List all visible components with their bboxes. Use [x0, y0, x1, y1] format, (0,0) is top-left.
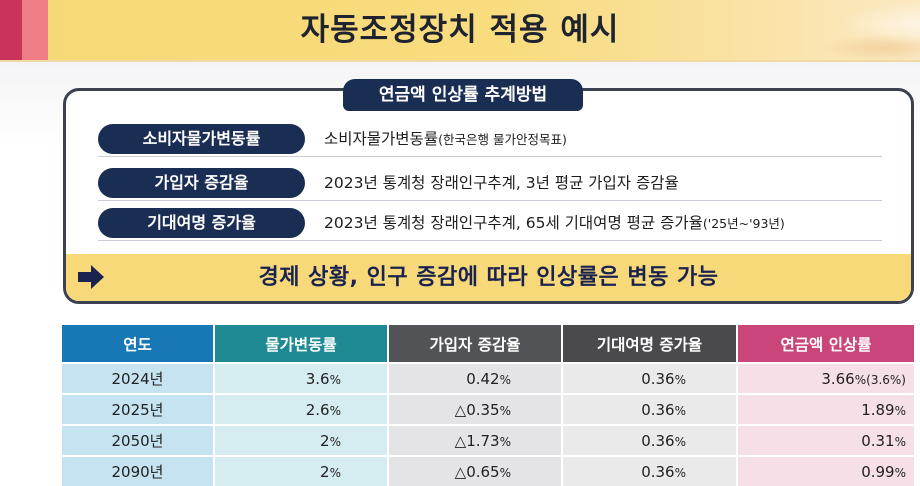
table-row: 2050년 2% △1.73% 0.36% 0.31% — [62, 424, 914, 456]
cell-price: 2% — [214, 424, 389, 456]
method-row-note: ('25년~'93년) — [702, 216, 785, 231]
highlight-bar — [66, 254, 911, 301]
method-row-price: 소비자물가변동률 소비자물가변동률(한국은행 물가안정목표) — [98, 122, 882, 157]
cell-life: 0.36% — [562, 424, 738, 456]
cell-subscriber: 0.42% — [388, 362, 563, 394]
method-row-subscriber: 가입자 증감율 2023년 통계청 장래인구추계, 3년 평균 가입자 증감율 — [98, 166, 882, 201]
cell-subscriber: △1.73% — [388, 424, 563, 456]
header-pension-rate: 연금액 인상률 — [737, 325, 914, 363]
arrow-right-icon — [78, 265, 104, 289]
cell-pension: 0.31% — [737, 424, 914, 456]
method-row-description: 2023년 통계청 장래인구추계, 65세 기대여명 평균 증가율('25년~'… — [324, 214, 785, 232]
table-row: 2090년 2% △0.65% 0.36% 0.99% — [62, 455, 914, 486]
title-banner: 자동조정장치 적용 예시 — [0, 0, 920, 62]
cell-pension: 1.89% — [737, 393, 914, 425]
cell-year: 2024년 — [62, 362, 215, 394]
method-row-label: 가입자 증감율 — [98, 168, 305, 198]
cell-pension: 3.66%(3.6%) — [737, 362, 914, 394]
table-row: 2024년 3.6% 0.42% 0.36% 3.66%(3.6%) — [62, 362, 914, 394]
method-row-description: 소비자물가변동률(한국은행 물가안정목표) — [324, 130, 567, 148]
pension-rate-table: 연도 물가변동률 가입자 증감율 기대여명 증가율 연금액 인상률 2024년 … — [62, 325, 914, 486]
header-price-change: 물가변동률 — [214, 325, 389, 363]
table-header-row: 연도 물가변동률 가입자 증감율 기대여명 증가율 연금액 인상률 — [62, 325, 914, 363]
cell-subscriber: △0.65% — [388, 455, 563, 486]
banner-accent-stripe-light — [22, 0, 48, 60]
table-row: 2025년 2.6% △0.35% 0.36% 1.89% — [62, 393, 914, 425]
cell-year: 2090년 — [62, 455, 215, 486]
cell-price: 2% — [214, 455, 389, 486]
cell-price: 2.6% — [214, 393, 389, 425]
cell-life: 0.36% — [562, 455, 738, 486]
method-row-label: 기대여명 증가율 — [98, 208, 305, 238]
page-title: 자동조정장치 적용 예시 — [300, 12, 620, 48]
header-life-expectancy: 기대여명 증가율 — [562, 325, 738, 363]
banner-accent-stripe — [0, 0, 22, 60]
cell-pension: 0.99% — [737, 455, 914, 486]
cell-year: 2025년 — [62, 393, 215, 425]
method-row-life-expectancy: 기대여명 증가율 2023년 통계청 장래인구추계, 65세 기대여명 평균 증… — [98, 206, 882, 241]
cell-subscriber: △0.35% — [388, 393, 563, 425]
method-panel-title: 연금액 인상률 추계방법 — [343, 79, 583, 111]
cell-year: 2050년 — [62, 424, 215, 456]
method-row-note: (한국은행 물가안정목표) — [438, 132, 567, 147]
header-year: 연도 — [62, 325, 215, 363]
cell-life: 0.36% — [562, 393, 738, 425]
cell-life: 0.36% — [562, 362, 738, 394]
banner-decoration — [740, 0, 920, 60]
method-row-label: 소비자물가변동률 — [98, 124, 305, 154]
header-subscriber-change: 가입자 증감율 — [388, 325, 563, 363]
cell-price: 3.6% — [214, 362, 389, 394]
highlight-message: 경제 상황, 인구 증감에 따라 인상률은 변동 가능 — [258, 265, 719, 290]
method-row-description: 2023년 통계청 장래인구추계, 3년 평균 가입자 증감율 — [324, 174, 679, 192]
